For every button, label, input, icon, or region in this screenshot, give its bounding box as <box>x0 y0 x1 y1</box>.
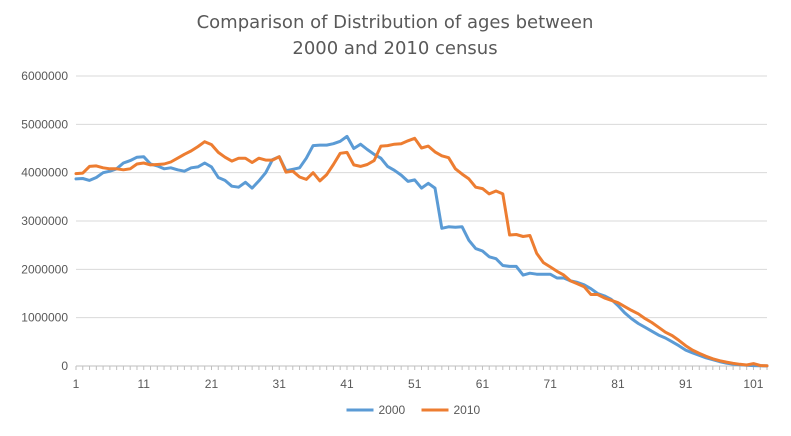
y-tick-label: 6000000 <box>21 69 68 83</box>
y-tick-label: 5000000 <box>21 117 68 131</box>
series-lines <box>74 134 769 368</box>
x-tick-label: 1 <box>73 377 80 391</box>
chart-title-line2: 2000 and 2010 census <box>292 38 497 59</box>
x-tick-label: 41 <box>340 377 354 391</box>
y-tick-label: 1000000 <box>21 311 68 325</box>
chart-title-line1: Comparison of Distribution of ages betwe… <box>197 12 594 33</box>
y-tick-label: 4000000 <box>21 166 68 180</box>
legend-label-2010: 2010 <box>454 403 481 417</box>
x-axis-ticks: 1 11 21 31 41 51 61 71 81 91 101 <box>73 366 768 391</box>
y-tick-label: 2000000 <box>21 262 68 276</box>
x-tick-label: 101 <box>743 377 763 391</box>
y-axis-ticks: 0 1000000 2000000 3000000 4000000 5000000 6000… <box>21 69 68 373</box>
x-tick-label: 81 <box>611 377 625 391</box>
x-tick-label: 21 <box>205 377 219 391</box>
x-tick-label: 51 <box>408 377 422 391</box>
series-line-2000 <box>74 134 769 368</box>
legend: 2000 2010 <box>346 403 481 417</box>
gridlines <box>76 75 767 367</box>
y-tick-label: 3000000 <box>21 214 68 228</box>
x-tick-label: 61 <box>476 377 490 391</box>
x-tick-label: 71 <box>544 377 558 391</box>
legend-label-2000: 2000 <box>379 403 406 417</box>
x-tick-label: 31 <box>273 377 287 391</box>
y-tick-label: 0 <box>61 359 68 373</box>
series-line-2010 <box>74 136 769 368</box>
x-tick-label: 91 <box>679 377 693 391</box>
x-tick-label: 11 <box>138 377 151 391</box>
